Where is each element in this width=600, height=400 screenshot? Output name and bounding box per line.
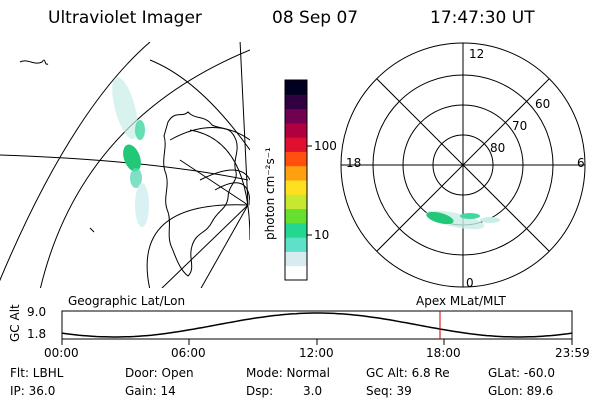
time-label: 17:47:30 UT — [430, 8, 535, 28]
colorbar-band — [285, 94, 307, 110]
colorbar-unit-label: photon cm⁻²s⁻¹ — [263, 147, 277, 240]
altitude-strip-frame — [61, 310, 573, 340]
altitude-tick-1-8: 1.8 — [27, 327, 47, 341]
colorbar-label-100: 100 — [314, 139, 337, 153]
time-tick-2359: 23:59 — [555, 346, 590, 360]
glat-info: GLat: -60.0 — [488, 366, 555, 380]
glon-info: GLon: 89.6 — [488, 384, 554, 398]
colorbar-band — [285, 165, 307, 181]
colorbar-band — [285, 137, 307, 152]
color-bar-frame — [284, 79, 308, 281]
altitude-tick-9: 9.0 — [27, 305, 47, 319]
colorbar-band — [285, 122, 307, 138]
colorbar-band — [285, 108, 307, 124]
polar-lat-70: 70 — [512, 119, 528, 133]
polar-label-18: 18 — [346, 156, 362, 170]
polar-aurora — [425, 210, 500, 230]
ip-info: IP: 36.0 — [10, 384, 56, 398]
colorbar-band — [285, 265, 307, 281]
polar-diag-2 — [376, 78, 550, 252]
polar-label-6: 6 — [577, 156, 585, 170]
dsp-label: Dsp: — [246, 384, 274, 398]
filter-info: Flt: LBHL — [10, 366, 64, 380]
colorbar-band — [285, 80, 307, 95]
time-tick-1800: 18:00 — [426, 346, 461, 360]
apex-label: Apex MLat/MLT — [416, 294, 506, 308]
colorbar-band — [285, 208, 307, 224]
altitude-x-ticks — [61, 339, 573, 345]
color-bar — [285, 80, 307, 281]
gc-alt-info: GC Alt: 6.8 Re — [366, 366, 450, 380]
instrument-title: Ultraviolet Imager — [48, 8, 202, 28]
gain-info: Gain: 14 — [125, 384, 176, 398]
polar-lat-80: 80 — [490, 141, 506, 155]
polar-lat-60: 60 — [535, 97, 551, 111]
altitude-curve — [61, 312, 573, 338]
colorbar-band — [285, 194, 307, 210]
dsp-value: 3.0 — [303, 384, 323, 398]
geographic-label: Geographic Lat/Lon — [68, 294, 186, 308]
time-tick-0000: 00:00 — [44, 346, 79, 360]
polar-plot — [340, 42, 586, 288]
date-label: 08 Sep 07 — [272, 8, 359, 28]
colorbar-band — [285, 151, 307, 167]
colorbar-band — [285, 237, 307, 252]
map-aurora — [112, 76, 149, 227]
time-tick-1200: 12:00 — [299, 346, 334, 360]
polar-label-12: 12 — [469, 47, 485, 61]
mode-info: Mode: Normal — [246, 366, 330, 380]
colorbar-band — [285, 180, 307, 195]
seq-info: Seq: 39 — [366, 384, 412, 398]
altitude-axis-label: GC Alt — [8, 304, 22, 342]
polar-label-0: 0 — [466, 276, 474, 290]
colorbar-band — [285, 251, 307, 267]
time-tick-0600: 06:00 — [171, 346, 206, 360]
door-info: Door: Open — [125, 366, 194, 380]
colorbar-band — [285, 222, 307, 238]
colorbar-label-10: 10 — [314, 228, 330, 242]
